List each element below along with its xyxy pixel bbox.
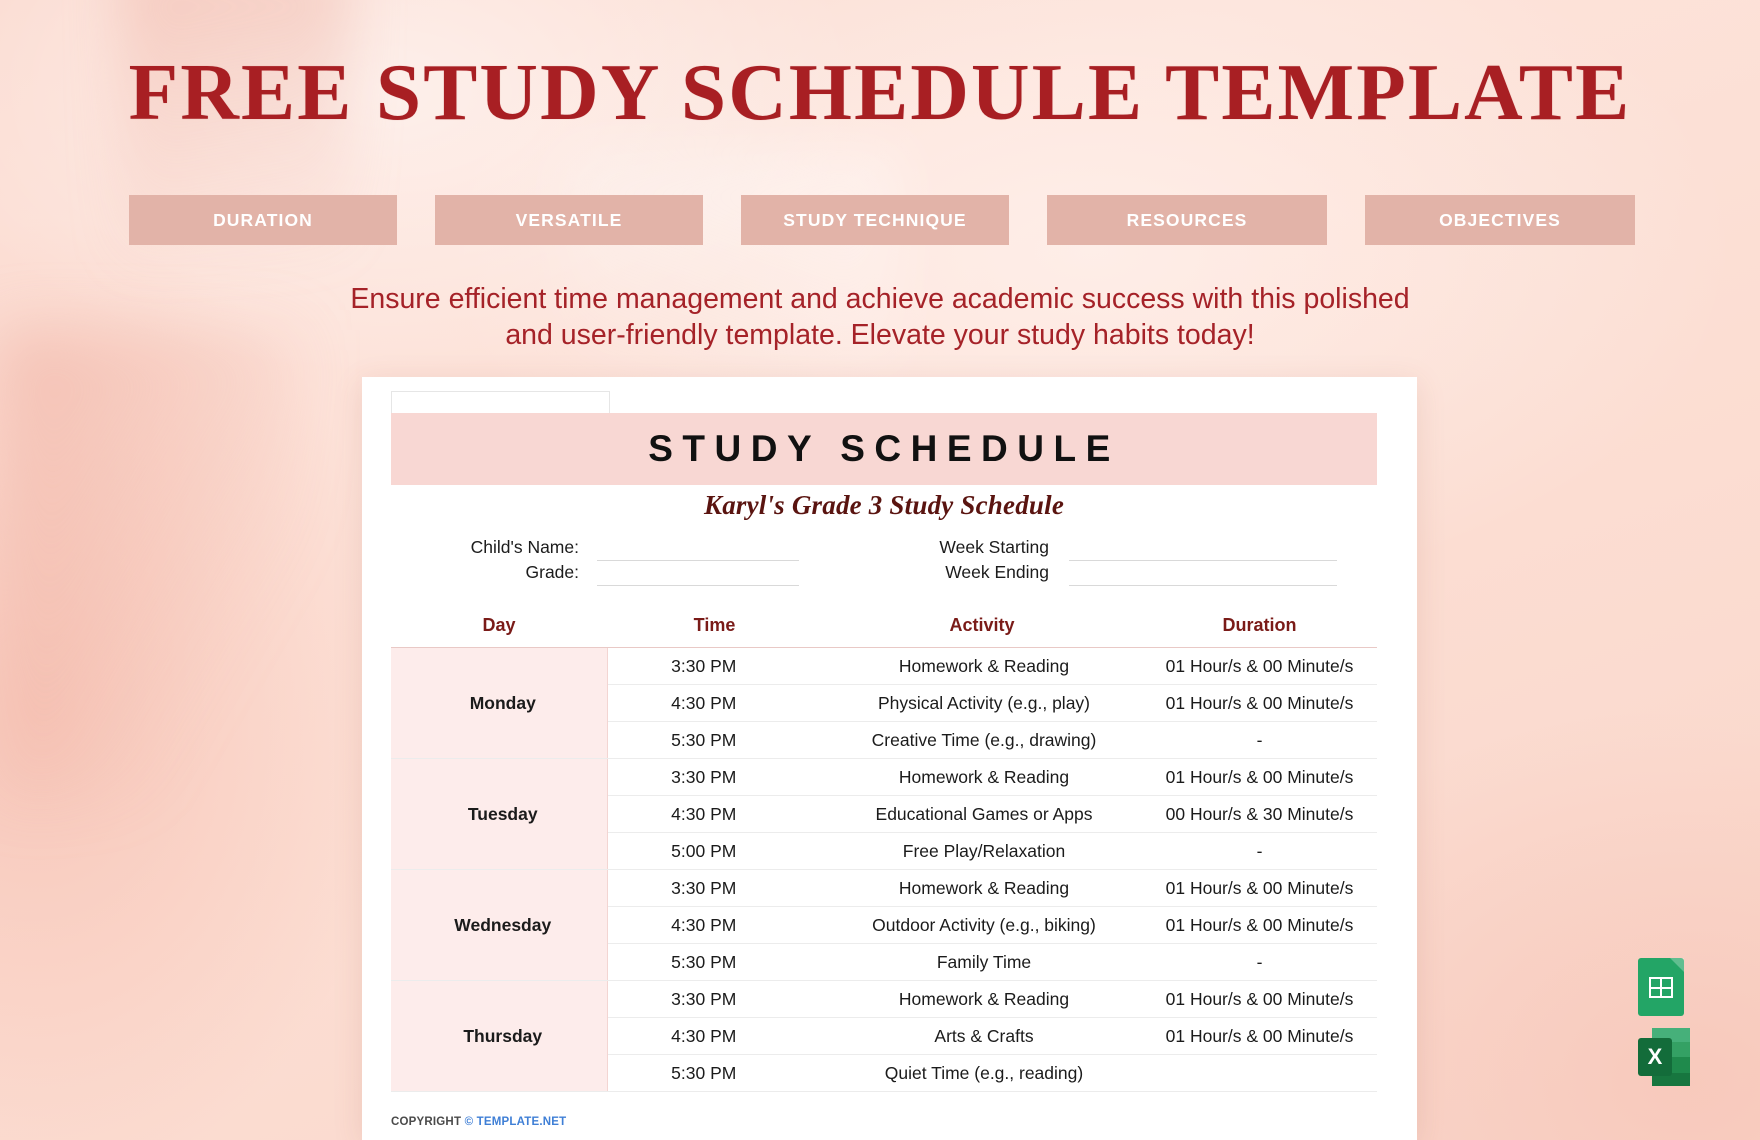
page-subtitle-line-1: Ensure efficient time management and ach… (350, 283, 1410, 315)
cell-duration: - (1142, 721, 1377, 759)
column-header-duration: Duration (1142, 615, 1377, 648)
cell-activity: Quiet Time (e.g., reading) (822, 1054, 1142, 1092)
child-name-input[interactable] (597, 537, 799, 561)
cell-time: 5:30 PM (607, 721, 822, 759)
week-ending-label: Week Ending (945, 562, 1049, 582)
cell-duration (1142, 1054, 1377, 1092)
google-sheets-icon[interactable] (1638, 958, 1684, 1016)
background-streak-left (0, 330, 300, 800)
grade-label: Grade: (525, 562, 580, 582)
schedule-table-container: Day Time Activity Duration Monday 3:30 PM… (391, 615, 1377, 1135)
cell-duration: 01 Hour/s & 00 Minute/s (1142, 869, 1377, 907)
column-header-day: Day (391, 615, 607, 648)
cell-activity: Homework & Reading (822, 758, 1142, 796)
table-row: 5:30 PM Family Time - (391, 943, 1377, 981)
cell-time: 5:30 PM (607, 1054, 822, 1092)
table-header-row: Day Time Activity Duration (391, 615, 1377, 648)
schedule-table: Day Time Activity Duration Monday 3:30 PM… (391, 615, 1377, 1092)
cell-time: 4:30 PM (607, 906, 822, 944)
page-subtitle: Ensure efficient time management and ach… (250, 281, 1510, 354)
feature-chip-study-technique[interactable]: STUDY TECHNIQUE (741, 195, 1009, 245)
table-row: 5:00 PM Free Play/Relaxation - (391, 832, 1377, 870)
cell-activity: Arts & Crafts (822, 1017, 1142, 1055)
file-format-icons: X (1632, 958, 1708, 1113)
copyright-word: COPYRIGHT (391, 1116, 462, 1128)
document-script-title: Karyl's Grade 3 Study Schedule (703, 490, 1065, 520)
table-row: 4:30 PM Arts & Crafts 01 Hour/s & 00 Minut… (391, 1017, 1377, 1055)
feature-chip-resources[interactable]: RESOURCES (1047, 195, 1327, 245)
cell-time: 3:30 PM (607, 980, 822, 1018)
cell-time: 3:30 PM (607, 869, 822, 907)
table-row: 5:30 PM Creative Time (e.g., drawing) - (391, 721, 1377, 759)
cell-duration: 01 Hour/s & 00 Minute/s (1142, 684, 1377, 722)
feature-chip-objectives[interactable]: OBJECTIVES (1365, 195, 1635, 245)
grade-input[interactable] (597, 562, 799, 586)
copyright-link[interactable]: TEMPLATE.NET (476, 1116, 567, 1128)
cell-activity: Educational Games or Apps (822, 795, 1142, 833)
cell-duration: 01 Hour/s & 00 Minute/s (1142, 647, 1377, 685)
table-row: Tuesday 3:30 PM Homework & Reading 01 Hour/… (391, 758, 1377, 870)
cell-time: 5:30 PM (607, 943, 822, 981)
cell-activity: Homework & Reading (822, 980, 1142, 1018)
cell-duration: 01 Hour/s & 00 Minute/s (1142, 980, 1377, 1018)
schedule-table-body: Monday 3:30 PM Homework & Reading 01 Hour/s… (391, 647, 1377, 1092)
cell-duration: - (1142, 943, 1377, 981)
table-row: Wednesday 3:30 PM Homework & Reading 01 Hou… (391, 869, 1377, 981)
week-starting-label: Week Starting (939, 537, 1049, 557)
copyright-notice: COPYRIGHT © TEMPLATE.NET (391, 1116, 566, 1128)
table-row: 4:30 PM Educational Games or Apps 00 Hour/… (391, 795, 1377, 833)
column-header-activity: Activity (822, 615, 1142, 648)
table-row: Thursday 3:30 PM Homework & Reading 01 Hour… (391, 980, 1377, 1092)
cell-time: 4:30 PM (607, 795, 822, 833)
cell-day: Monday (391, 647, 608, 759)
table-row: 4:30 PM Outdoor Activity (e.g., biking) 01… (391, 906, 1377, 944)
cell-duration: 01 Hour/s & 00 Minute/s (1142, 758, 1377, 796)
week-starting-input[interactable] (1069, 537, 1337, 561)
cell-duration: - (1142, 832, 1377, 870)
feature-chip-versatile[interactable]: VERSATILE (435, 195, 703, 245)
cell-time: 4:30 PM (607, 684, 822, 722)
cell-activity: Free Play/Relaxation (822, 832, 1142, 870)
document-banner: STUDY SCHEDULE (391, 413, 1377, 485)
cell-time: 4:30 PM (607, 1017, 822, 1055)
feature-chip-row: DURATION VERSATILE STUDY TECHNIQUE RESOU… (129, 195, 1639, 245)
cell-day: Wednesday (391, 869, 608, 981)
cell-activity: Homework & Reading (822, 869, 1142, 907)
page-title: FREE STUDY SCHEDULE TEMPLATE (128, 47, 1632, 137)
cell-duration: 01 Hour/s & 00 Minute/s (1142, 1017, 1377, 1055)
table-row: 5:30 PM Quiet Time (e.g., reading) (391, 1054, 1377, 1092)
cell-activity: Outdoor Activity (e.g., biking) (822, 906, 1142, 944)
cell-activity: Homework & Reading (822, 647, 1142, 685)
cell-duration: 00 Hour/s & 30 Minute/s (1142, 795, 1377, 833)
document-form-fields: Child's Name: Grade: Week Starting Week … (391, 537, 1377, 599)
spreadsheet-name-box[interactable] (391, 391, 610, 413)
table-row: Monday 3:30 PM Homework & Reading 01 Hour/s… (391, 647, 1377, 759)
background-streak-center (560, 150, 900, 370)
table-row: 4:30 PM Physical Activity (e.g., play) 01 … (391, 684, 1377, 722)
cell-activity: Creative Time (e.g., drawing) (822, 721, 1142, 759)
cell-time: 3:30 PM (607, 647, 822, 685)
copyright-symbol: © (464, 1116, 474, 1128)
cell-duration: 01 Hour/s & 00 Minute/s (1142, 906, 1377, 944)
sheets-grid-glyph (1649, 977, 1673, 998)
cell-day: Tuesday (391, 758, 608, 870)
feature-chip-duration[interactable]: DURATION (129, 195, 397, 245)
page-subtitle-line-2: and user-friendly template. Elevate your… (505, 319, 1255, 352)
child-name-label: Child's Name: (470, 537, 579, 557)
cell-activity: Family Time (822, 943, 1142, 981)
cell-time: 3:30 PM (607, 758, 822, 796)
cell-day: Thursday (391, 980, 608, 1092)
week-ending-input[interactable] (1069, 562, 1337, 586)
cell-time: 5:00 PM (607, 832, 822, 870)
column-header-time: Time (607, 615, 822, 648)
document-preview-card[interactable]: STUDY SCHEDULE Karyl's Grade 3 Study Sch… (362, 377, 1417, 1140)
document-banner-title: STUDY SCHEDULE (648, 428, 1120, 469)
microsoft-excel-icon[interactable]: X (1638, 1026, 1690, 1088)
cell-activity: Physical Activity (e.g., play) (822, 684, 1142, 722)
excel-x-glyph: X (1638, 1038, 1672, 1076)
